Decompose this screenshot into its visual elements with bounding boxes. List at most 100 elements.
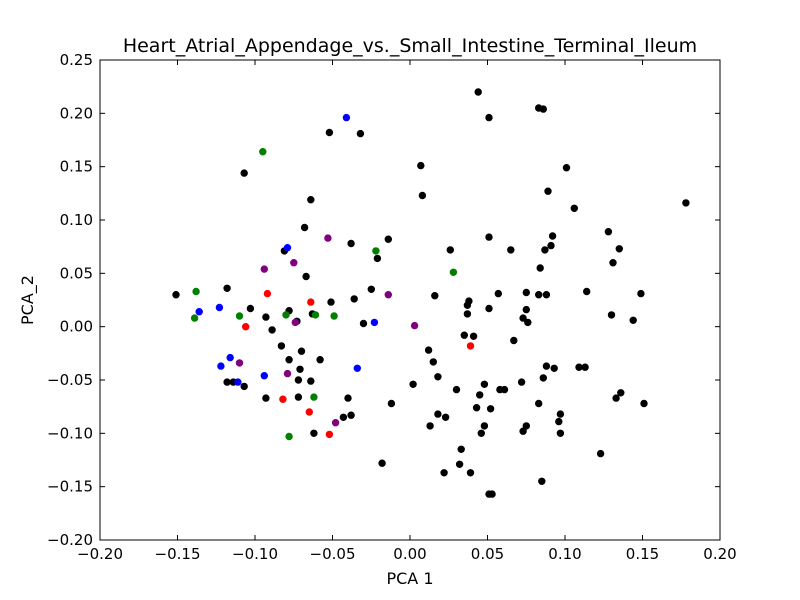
data-point [223, 378, 231, 386]
data-point [296, 365, 304, 373]
data-point [581, 363, 589, 371]
data-point [311, 311, 320, 319]
data-point [325, 430, 334, 439]
data-point [283, 369, 292, 378]
y-tick-label: 0.05 [60, 264, 93, 282]
data-point [486, 405, 495, 413]
data-point [294, 393, 303, 401]
x-tick-label: 0.05 [471, 545, 504, 563]
data-point [539, 105, 547, 113]
x-tick-label: −0.15 [155, 545, 201, 563]
data-point [373, 254, 382, 263]
data-point [431, 292, 439, 300]
data-point [452, 385, 461, 394]
data-point [339, 413, 348, 421]
data-point [463, 310, 472, 318]
data-point [260, 265, 268, 273]
data-point [378, 459, 386, 467]
data-point [555, 417, 563, 426]
data-point [290, 259, 298, 267]
data-point [612, 394, 620, 402]
data-point [556, 429, 565, 437]
data-point [485, 113, 493, 122]
data-point [410, 321, 419, 330]
data-point [409, 380, 417, 388]
data-point [418, 191, 427, 200]
data-point [485, 233, 493, 241]
data-point [488, 490, 496, 498]
data-point [310, 393, 318, 401]
data-point [476, 391, 484, 399]
x-tick-label: 0.10 [548, 545, 581, 563]
data-point [330, 312, 338, 320]
y-tick-label: 0.25 [60, 51, 93, 69]
x-tick-label: −0.05 [310, 545, 356, 563]
data-point [522, 422, 530, 430]
data-point [446, 246, 454, 254]
x-tick-label: 0.20 [703, 545, 736, 563]
data-point [279, 395, 287, 403]
data-point [294, 376, 303, 384]
data-point [277, 342, 286, 350]
data-point [325, 128, 334, 137]
data-point [542, 362, 551, 370]
data-point [534, 399, 543, 408]
data-point [455, 460, 464, 468]
data-point [324, 234, 332, 242]
data-point [519, 314, 527, 322]
data-point [263, 289, 272, 298]
data-point [429, 358, 437, 366]
data-point [469, 332, 478, 340]
y-tick-label: 0.20 [60, 104, 93, 122]
data-point [474, 88, 482, 96]
data-point [542, 291, 551, 299]
data-point [510, 336, 518, 345]
data-point [480, 422, 489, 430]
y-tick-label: −0.15 [47, 478, 93, 496]
data-point [556, 410, 565, 418]
data-point [617, 389, 625, 397]
y-tick-label: 0.15 [60, 158, 93, 176]
data-point [307, 298, 315, 306]
data-point [353, 364, 361, 372]
data-point [215, 303, 224, 312]
data-point [235, 312, 244, 320]
data-point [235, 359, 244, 367]
data-point [570, 204, 578, 213]
data-point [548, 232, 557, 240]
data-point [417, 161, 425, 170]
data-point [350, 295, 358, 303]
data-point [466, 342, 475, 350]
data-point [604, 228, 613, 236]
data-point [305, 408, 313, 416]
data-point [534, 291, 543, 299]
data-point [582, 287, 591, 296]
data-point [356, 129, 365, 138]
data-point [268, 326, 276, 334]
data-point [234, 378, 242, 386]
data-point [384, 291, 392, 299]
data-point [466, 469, 475, 477]
data-point [359, 319, 368, 328]
data-point [607, 311, 616, 319]
x-tick-label: −0.20 [77, 545, 123, 563]
data-point [242, 323, 250, 331]
data-point [327, 298, 335, 306]
data-point [297, 347, 306, 355]
data-point [172, 291, 180, 299]
data-point [480, 380, 489, 388]
data-point [460, 331, 468, 339]
data-point [240, 169, 248, 177]
data-point [310, 429, 318, 437]
y-tick-label: 0.10 [60, 211, 93, 229]
data-point [344, 394, 352, 402]
data-point [434, 373, 442, 381]
x-axis-ticks: −0.20 −0.15 −0.10 −0.05 0.00 0.05 0.10 0.15 0.20 [77, 60, 737, 563]
data-point [387, 399, 396, 408]
data-point [472, 404, 481, 412]
data-point [440, 469, 448, 477]
data-point [367, 285, 375, 293]
data-point [494, 289, 502, 298]
data-point [609, 259, 617, 267]
